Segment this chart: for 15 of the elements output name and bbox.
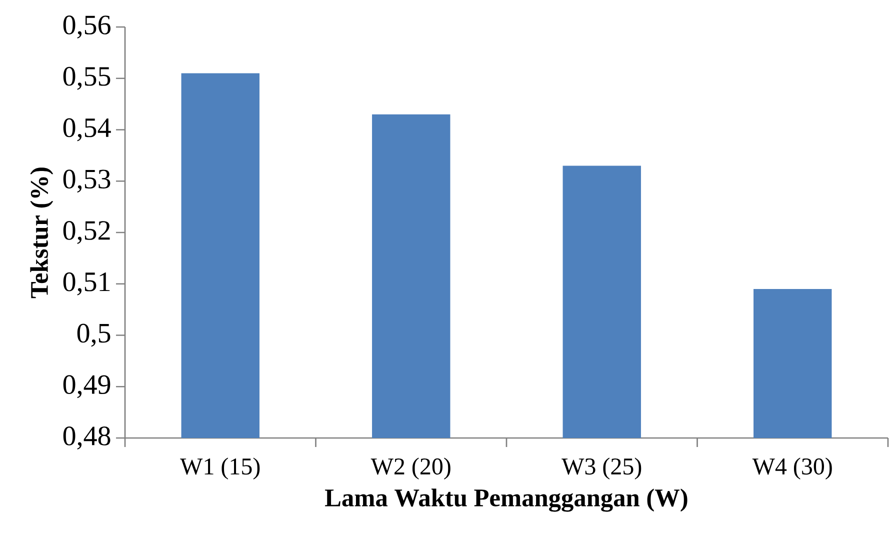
y-tick-label: 0,49 xyxy=(63,375,110,398)
y-tick-label: 0,51 xyxy=(63,272,110,296)
y-tick-label: 0,5 xyxy=(77,324,110,347)
x-axis-title: Lama Waktu Pemanggangan (W) xyxy=(325,488,688,512)
x-tick-label: W3 (25) xyxy=(562,458,642,480)
y-tick-label: 0,52 xyxy=(63,221,110,244)
y-tick-label: 0,53 xyxy=(63,170,110,193)
x-tick-label: W4 (30) xyxy=(752,458,832,480)
y-tick-label: 0,48 xyxy=(63,426,110,450)
x-tick-label: W2 (20) xyxy=(370,458,450,480)
y-axis-title: Tekstur (%) xyxy=(30,168,54,298)
x-tick-label: W1 (15) xyxy=(180,458,260,480)
y-tick-label: 0,55 xyxy=(63,66,110,90)
y-tick-label: 0,56 xyxy=(63,16,110,38)
y-tick-label: 0,54 xyxy=(63,118,111,142)
